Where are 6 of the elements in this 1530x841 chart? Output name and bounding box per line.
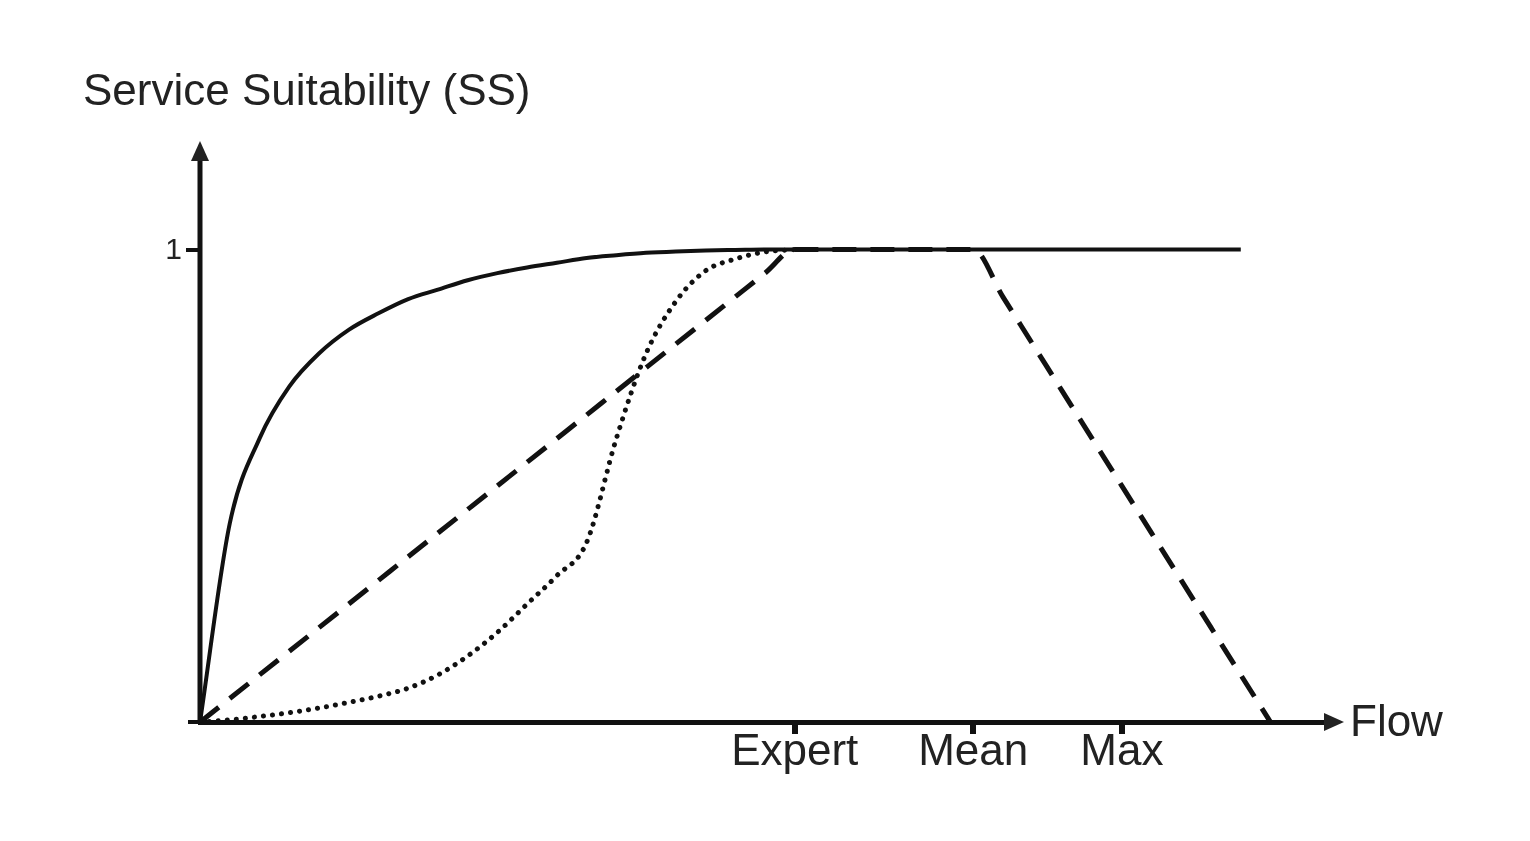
x-tick-label: Expert: [731, 724, 859, 774]
x-tick-label: Max: [1080, 724, 1164, 774]
x-axis-title: Flow: [1350, 696, 1444, 746]
x-tick-label: Mean: [918, 724, 1029, 774]
y-axis-title: Service Suitability (SS): [83, 65, 531, 114]
text: 1: [165, 231, 198, 268]
